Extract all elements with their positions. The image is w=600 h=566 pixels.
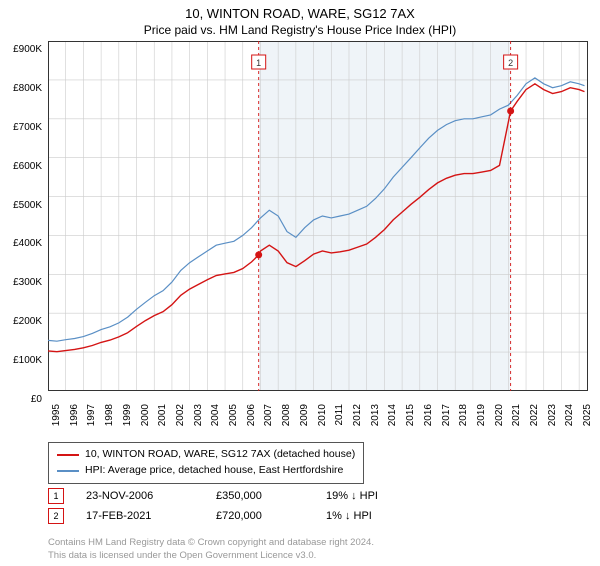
chart-container: 10, WINTON ROAD, WARE, SG12 7AX Price pa… (0, 6, 600, 566)
y-tick-label: £300K (13, 277, 42, 288)
x-tick-label: 2019 (476, 404, 487, 426)
x-tick-label: 1998 (104, 404, 115, 426)
svg-text:1: 1 (256, 58, 261, 68)
sales-table: 1 23-NOV-2006£350,00019% ↓ HPI 2 17-FEB-202… (48, 486, 436, 526)
x-tick-label: 1995 (51, 404, 62, 426)
x-tick-label: 2020 (494, 404, 505, 426)
legend-label: 10, WINTON ROAD, WARE, SG12 7AX (detache… (85, 447, 355, 463)
x-tick-label: 2025 (582, 404, 593, 426)
x-tick-label: 2014 (387, 404, 398, 426)
x-tick-label: 2006 (246, 404, 257, 426)
x-tick-label: 2022 (529, 404, 540, 426)
x-tick-label: 2010 (317, 404, 328, 426)
y-tick-label: £600K (13, 161, 42, 172)
x-tick-label: 2023 (547, 404, 558, 426)
x-tick-label: 2024 (564, 404, 575, 426)
x-tick-label: 2011 (334, 404, 345, 426)
x-tick-label: 1996 (69, 404, 80, 426)
sale-date: 17-FEB-2021 (86, 510, 216, 522)
x-tick-label: 2016 (423, 404, 434, 426)
y-tick-label: £100K (13, 355, 42, 366)
sale-row: 1 23-NOV-2006£350,00019% ↓ HPI (48, 486, 436, 506)
title-subtitle: Price paid vs. HM Land Registry's House … (0, 23, 600, 37)
x-tick-label: 2018 (458, 404, 469, 426)
x-tick-label: 2013 (370, 404, 381, 426)
y-tick-label: £800K (13, 83, 42, 94)
x-tick-label: 2005 (228, 404, 239, 426)
x-tick-label: 2003 (193, 404, 204, 426)
legend-label: HPI: Average price, detached house, East… (85, 463, 343, 479)
svg-text:2: 2 (508, 58, 513, 68)
x-tick-label: 2008 (281, 404, 292, 426)
y-axis-labels: £0£100K£200K£300K£400K£500K£600K£700K£80… (0, 50, 46, 400)
x-tick-label: 1997 (86, 404, 97, 426)
y-tick-label: £200K (13, 316, 42, 327)
x-tick-label: 2021 (511, 404, 522, 426)
x-tick-label: 2002 (175, 404, 186, 426)
sale-price: £720,000 (216, 510, 326, 522)
legend-swatch (57, 470, 79, 472)
chart-plot-area: 12 (48, 41, 588, 391)
footer-line2: This data is licensed under the Open Gov… (48, 550, 374, 562)
footer-attribution: Contains HM Land Registry data © Crown c… (48, 537, 374, 562)
x-tick-label: 2004 (210, 404, 221, 426)
sale-marker: 1 (48, 488, 64, 504)
x-tick-label: 2007 (263, 404, 274, 426)
legend-row: HPI: Average price, detached house, East… (57, 463, 355, 479)
y-tick-label: £500K (13, 200, 42, 211)
x-tick-label: 2015 (405, 404, 416, 426)
y-tick-label: £900K (13, 44, 42, 55)
footer-line1: Contains HM Land Registry data © Crown c… (48, 537, 374, 549)
y-tick-label: £700K (13, 122, 42, 133)
y-tick-label: £0 (31, 394, 42, 405)
legend-row: 10, WINTON ROAD, WARE, SG12 7AX (detache… (57, 447, 355, 463)
x-tick-label: 2001 (157, 404, 168, 426)
sale-diff: 19% ↓ HPI (326, 490, 436, 502)
sale-date: 23-NOV-2006 (86, 490, 216, 502)
sale-diff: 1% ↓ HPI (326, 510, 436, 522)
x-tick-label: 2000 (140, 404, 151, 426)
x-tick-label: 1999 (122, 404, 133, 426)
sale-price: £350,000 (216, 490, 326, 502)
x-tick-label: 2009 (299, 404, 310, 426)
y-tick-label: £400K (13, 238, 42, 249)
sale-marker: 2 (48, 508, 64, 524)
legend: 10, WINTON ROAD, WARE, SG12 7AX (detache… (48, 442, 364, 484)
x-tick-label: 2017 (441, 404, 452, 426)
sale-row: 2 17-FEB-2021£720,0001% ↓ HPI (48, 506, 436, 526)
chart-svg: 12 (48, 41, 588, 391)
x-tick-label: 2012 (352, 404, 363, 426)
legend-swatch (57, 454, 79, 456)
title-address: 10, WINTON ROAD, WARE, SG12 7AX (0, 6, 600, 21)
